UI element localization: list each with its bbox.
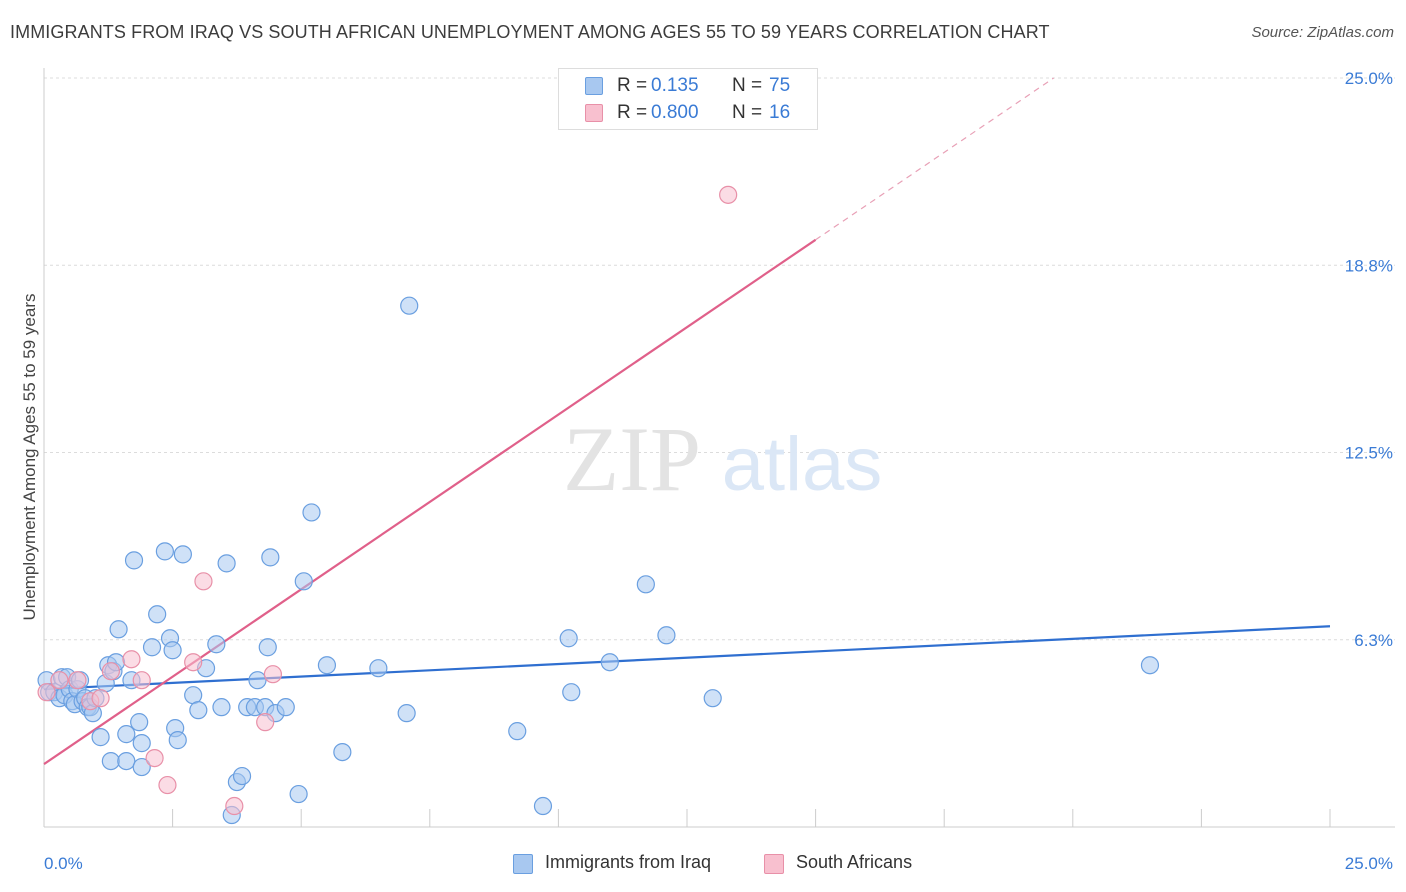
watermark-zip: ZIP: [563, 408, 701, 510]
south-africans-trendline: [43, 238, 817, 765]
n-label: N =: [732, 102, 763, 123]
iraq-point: [163, 641, 182, 660]
iraq-swatch: [585, 77, 603, 95]
watermark: ZIP atlas: [563, 408, 882, 510]
iraq-point: [289, 784, 308, 804]
iraq-point: [130, 713, 149, 732]
iraq-point: [212, 698, 231, 717]
n-value: 16: [769, 102, 791, 123]
iraq-point: [636, 575, 655, 594]
south-africans-point: [145, 748, 164, 768]
south-africans-point: [91, 689, 110, 708]
south-africans-point: [256, 713, 275, 732]
iraq-point: [333, 742, 352, 762]
iraq-point: [101, 751, 120, 771]
iraq-point: [132, 734, 151, 753]
iraq-point: [148, 605, 167, 624]
y-tick-label: 6.3%: [1354, 631, 1393, 650]
iraq-point: [132, 757, 151, 777]
iraq-point: [91, 728, 110, 747]
iraq-point: [276, 698, 295, 717]
grid-layer: [44, 77, 1395, 641]
iraq-point: [1140, 656, 1160, 675]
south-africans-legend-swatch: [764, 854, 784, 874]
y-tick-label: 25.0%: [1345, 69, 1393, 88]
iraq-trendline: [43, 625, 1331, 691]
y-tick-label: 12.5%: [1345, 444, 1393, 463]
iraq-point: [302, 503, 321, 522]
south-africans-swatch: [585, 104, 603, 122]
iraq-point: [657, 626, 676, 645]
iraq-point: [248, 671, 267, 690]
watermark-atlas: atlas: [722, 422, 883, 507]
south-africans-point: [122, 650, 141, 669]
x-tick-label: 0.0%: [44, 854, 83, 873]
iraq-point: [173, 545, 192, 564]
iraq-point: [533, 796, 553, 816]
iraq-point: [562, 683, 581, 702]
n-label: N =: [732, 75, 763, 96]
iraq-point: [397, 704, 416, 723]
south-africans-point: [194, 572, 213, 591]
tick-labels: 6.3% 12.5% 18.8% 25.0% 0.0% 25.0%: [44, 69, 1393, 873]
chart-title: IMMIGRANTS FROM IRAQ VS SOUTH AFRICAN UN…: [10, 22, 1050, 42]
iraq-point: [117, 751, 136, 771]
iraq-point: [294, 572, 313, 591]
south-africans-point: [132, 671, 151, 690]
iraq-point: [559, 629, 578, 648]
r-value: 0.800: [651, 102, 699, 123]
iraq-point: [600, 653, 619, 672]
r-label: R =: [617, 75, 648, 96]
south-africans-trendline-extension: [815, 77, 1055, 241]
iraq-point: [155, 542, 174, 561]
iraq-point: [317, 656, 337, 675]
iraq-legend-label: Immigrants from Iraq: [545, 852, 712, 872]
iraq-point: [508, 722, 527, 741]
y-tick-label: 18.8%: [1345, 256, 1393, 275]
stats-legend: R = 0.135 N = 75 R = 0.800 N = 16: [558, 68, 818, 130]
iraq-point: [400, 296, 419, 315]
r-value: 0.135: [651, 75, 699, 96]
r-label: R =: [617, 102, 648, 123]
n-value: 75: [769, 75, 791, 96]
chart-source: Source: ZipAtlas.com: [1251, 24, 1394, 41]
iraq-point: [168, 731, 187, 750]
iraq-point: [109, 620, 128, 639]
x-tick-label: 25.0%: [1345, 854, 1393, 873]
south-africans-legend-label: South Africans: [796, 852, 913, 872]
south-africans-point: [37, 683, 56, 702]
south-africans-point: [225, 796, 244, 816]
south-africans-point: [263, 665, 283, 684]
south-africans-point: [101, 662, 120, 681]
iraq-point: [124, 551, 144, 570]
iraq-point: [117, 725, 136, 744]
south-africans-point: [50, 671, 69, 690]
south-africans-point: [719, 185, 738, 204]
south-africans-point: [68, 671, 87, 690]
iraq-point: [142, 638, 162, 657]
data-points: [37, 185, 1160, 825]
iraq-point: [232, 766, 252, 786]
iraq-point: [258, 638, 277, 657]
iraq-point: [189, 701, 208, 720]
iraq-point: [703, 689, 722, 708]
south-africans-point: [184, 653, 203, 672]
south-africans-point: [158, 775, 177, 795]
iraq-legend-swatch: [513, 854, 533, 874]
iraq-point: [217, 554, 236, 573]
iraq-point: [261, 548, 280, 567]
iraq-point: [207, 635, 226, 654]
iraq-point: [369, 659, 388, 678]
